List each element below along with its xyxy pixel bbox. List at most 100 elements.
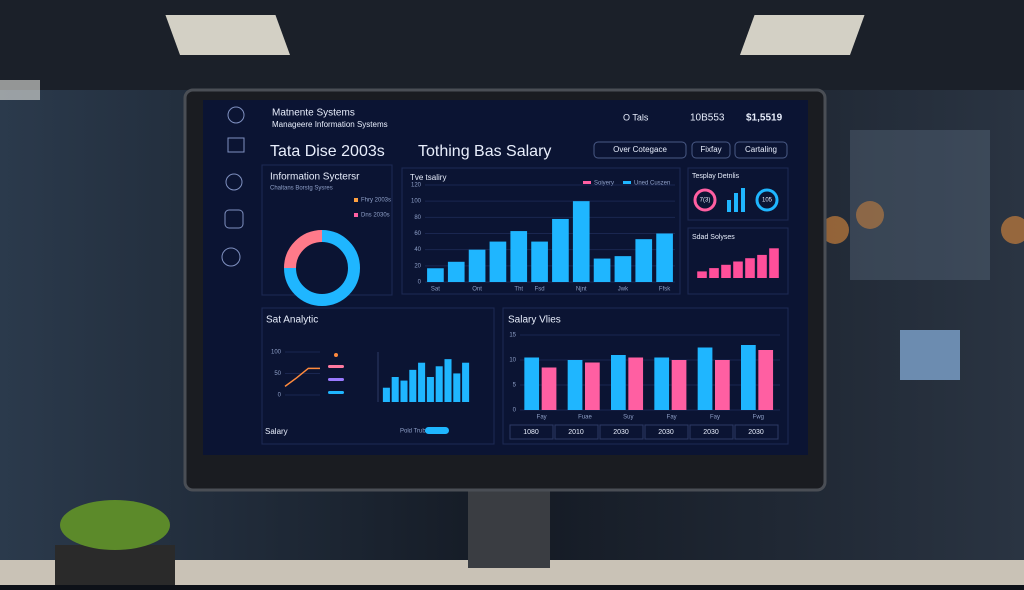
bar: [462, 362, 470, 402]
bar: [769, 248, 779, 278]
year-cell: [734, 424, 779, 440]
x-tick-label: Tht: [514, 287, 523, 293]
app-subtitle: Manageere Information Systems: [272, 120, 388, 129]
legend-label: Soiyery: [594, 181, 614, 187]
gauge: [693, 188, 717, 212]
bar: [614, 256, 632, 282]
y-tick-label: 20: [414, 263, 421, 269]
ceiling-light: [739, 15, 865, 55]
y-tick-label: 15: [509, 333, 516, 339]
y-tick-label: 100: [411, 199, 422, 205]
bar: [510, 231, 528, 282]
bar: [531, 241, 548, 282]
gauge-label: 7(3): [700, 198, 711, 204]
panel-title: Salary Vlies: [508, 315, 561, 326]
x-tick-label: Suy: [623, 415, 633, 421]
bar: [567, 360, 583, 410]
button[interactable]: [734, 141, 788, 159]
bar: [635, 239, 653, 282]
legend-swatch: [623, 181, 631, 184]
bar: [468, 249, 486, 282]
monitor-stand: [468, 488, 550, 568]
bar: [671, 360, 687, 410]
bar: [697, 347, 713, 410]
bar: [654, 357, 670, 410]
legend-pill: [328, 391, 344, 394]
x-tick-label: Fay: [710, 415, 720, 421]
y-tick-label: 40: [414, 247, 421, 253]
year-label: 2030: [748, 429, 764, 436]
y-tick-label: 0: [418, 280, 422, 286]
x-tick-label: Ont: [472, 287, 482, 293]
footer-label: Salary: [265, 427, 288, 436]
mini-bar: [727, 200, 731, 212]
stat: 10B553: [690, 113, 725, 124]
bar: [435, 366, 443, 402]
year-label: 2030: [658, 429, 674, 436]
year-label: 2030: [613, 429, 629, 436]
headline: Tothing Bas Salary: [418, 143, 551, 160]
bar: [524, 357, 540, 410]
panel-title: Tesplay Detnlis: [692, 173, 740, 180]
panel: [687, 227, 789, 295]
panel-title: Sat Analytic: [266, 315, 318, 326]
panel-title: Tve tsaliry: [410, 173, 446, 182]
button-label[interactable]: Fixfay: [700, 145, 721, 154]
bar: [697, 271, 707, 278]
panels: [261, 164, 789, 445]
x-tick-label: Fwg: [753, 415, 764, 421]
lamp: [1001, 216, 1024, 244]
bar: [757, 254, 767, 278]
stat: O Tals: [623, 112, 649, 122]
app-title: Matnente Systems: [272, 108, 355, 119]
mini-bar: [741, 188, 745, 212]
y-tick-label: 5: [513, 383, 517, 389]
background-monitor: [900, 330, 960, 380]
x-tick-label: Fuae: [578, 415, 592, 421]
headline: Tata Dise 2003s: [270, 143, 385, 160]
bar: [572, 201, 590, 282]
bar: [745, 258, 755, 278]
bar: [628, 357, 644, 410]
y-tick-label: 120: [411, 183, 422, 189]
bar: [382, 387, 390, 402]
plant: [60, 500, 170, 550]
x-tick-label: Fay: [537, 415, 547, 421]
nav-icon[interactable]: [227, 106, 245, 124]
line: [284, 367, 320, 388]
nav-icon[interactable]: [225, 173, 243, 191]
legend-swatch: [583, 181, 591, 184]
ceiling: [0, 0, 1024, 90]
legend-label: Dns 2030s: [361, 213, 390, 219]
year-cell: [509, 424, 554, 440]
ceiling-light: [0, 80, 40, 100]
button-label[interactable]: Cartaling: [745, 145, 777, 154]
stat: $1,5519: [746, 113, 783, 124]
toggle[interactable]: [425, 427, 449, 434]
bar: [709, 268, 719, 278]
legend-pill: [328, 378, 344, 381]
legend-label: Uned Cuszen: [634, 181, 670, 187]
x-tick-label: Sat: [431, 287, 440, 293]
panel: [502, 307, 789, 445]
nav-icon[interactable]: [221, 247, 241, 267]
legend-dot: [334, 353, 338, 357]
button[interactable]: [691, 141, 731, 159]
panel: [687, 167, 789, 221]
x-tick-label: Fsd: [535, 287, 545, 293]
y-tick-label: 10: [509, 358, 516, 364]
bar: [447, 261, 465, 282]
x-tick-label: Fay: [667, 415, 677, 421]
ceiling-light: [165, 15, 291, 55]
panel-subtitle: Chaltans Borstg Sysres: [270, 186, 333, 192]
bar: [733, 261, 743, 278]
nav-icon[interactable]: [224, 209, 244, 229]
panel: [401, 167, 681, 295]
button[interactable]: [593, 141, 687, 159]
nav-icon[interactable]: [227, 137, 245, 153]
bar: [418, 362, 426, 402]
bar: [409, 369, 417, 402]
button-label[interactable]: Over Cotegace: [613, 145, 667, 154]
